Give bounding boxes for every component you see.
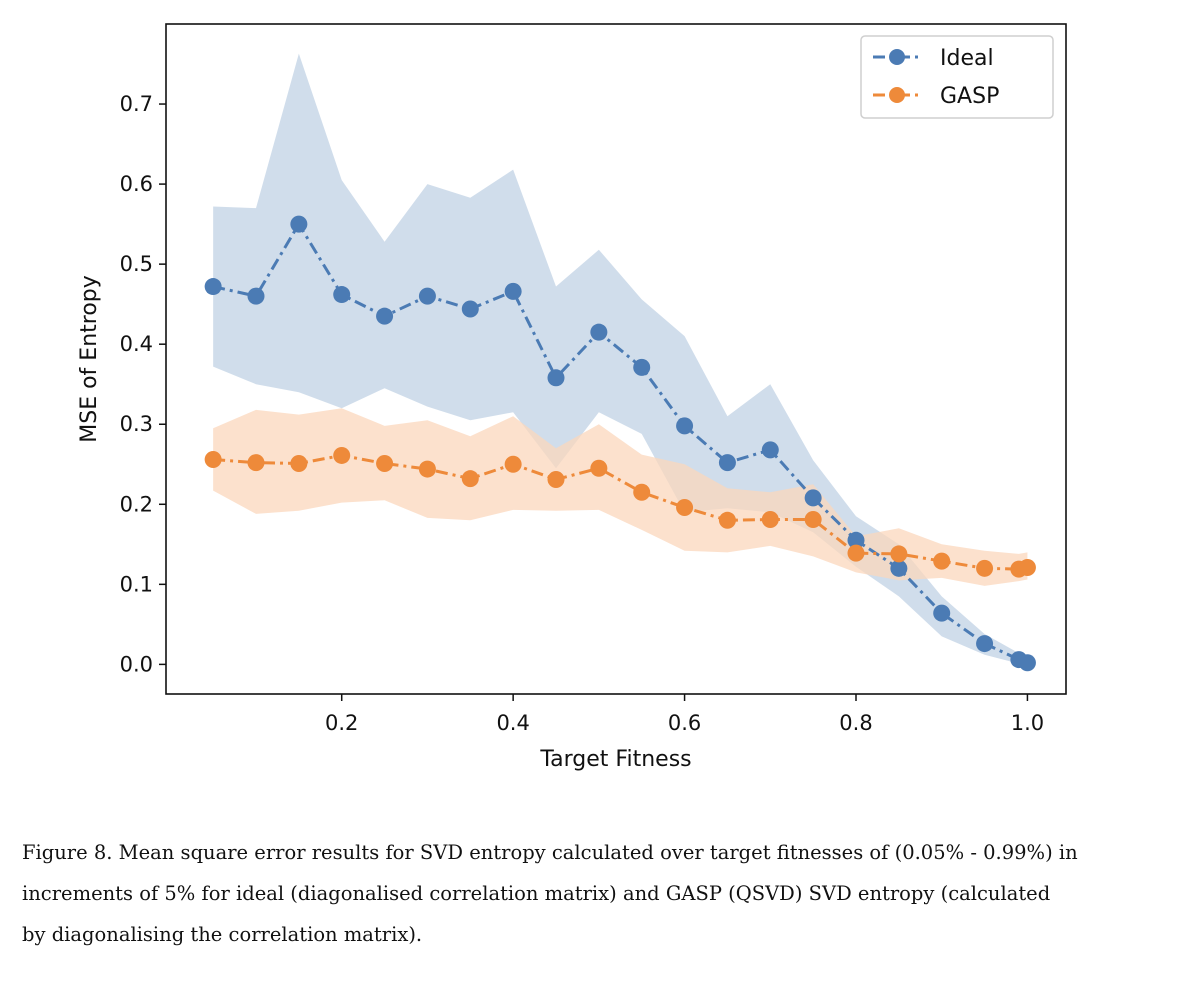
ideal-point bbox=[590, 323, 608, 341]
gasp-point bbox=[890, 545, 908, 563]
ideal-point bbox=[1018, 654, 1036, 672]
y-tick-label: 0.5 bbox=[120, 252, 153, 276]
confidence-bands bbox=[213, 53, 1028, 665]
gasp-point bbox=[461, 470, 479, 488]
ideal-point bbox=[247, 287, 265, 305]
ideal-point bbox=[890, 559, 908, 577]
gasp-point bbox=[290, 454, 308, 472]
gasp-point bbox=[1018, 559, 1036, 577]
y-tick-label: 0.3 bbox=[120, 412, 153, 436]
ideal-point bbox=[204, 278, 222, 296]
gasp-point bbox=[590, 459, 608, 477]
x-axis-label: Target Fitness bbox=[539, 747, 691, 772]
gasp-point bbox=[376, 454, 394, 472]
ideal-point bbox=[547, 369, 565, 387]
ideal-point bbox=[333, 286, 351, 304]
gasp-point bbox=[247, 454, 265, 472]
legend: Ideal GASP bbox=[860, 35, 1054, 119]
ideal-point bbox=[633, 358, 651, 376]
x-tick-label: 0.6 bbox=[668, 711, 701, 735]
legend-gasp-label: GASP bbox=[940, 84, 999, 109]
ideal-point bbox=[718, 454, 736, 472]
gasp-point bbox=[761, 510, 779, 528]
ideal-point bbox=[933, 604, 951, 622]
y-tick-label: 0.2 bbox=[120, 492, 153, 516]
x-axis-ticks: 0.2 0.4 0.6 0.8 1.0 bbox=[325, 694, 1044, 735]
ideal-point bbox=[376, 307, 394, 325]
y-tick-label: 0.7 bbox=[120, 92, 153, 116]
gasp-point bbox=[204, 450, 222, 468]
series-markers bbox=[204, 215, 1036, 672]
y-tick-label: 0.6 bbox=[120, 172, 153, 196]
x-tick-label: 0.4 bbox=[496, 711, 529, 735]
gasp-point bbox=[504, 455, 522, 473]
plot-frame bbox=[165, 23, 1067, 695]
figure-caption: Figure 8. Mean square error results for … bbox=[22, 832, 1187, 955]
y-tick-label: 0.1 bbox=[120, 572, 153, 596]
y-axis-label: MSE of Entropy bbox=[77, 275, 102, 443]
legend-gasp-marker bbox=[889, 87, 905, 103]
caption-line: increments of 5% for ideal (diagonalised… bbox=[22, 882, 1051, 905]
ideal-point bbox=[676, 417, 694, 435]
x-tick-label: 0.2 bbox=[325, 711, 358, 735]
gasp-point bbox=[847, 544, 865, 562]
x-tick-label: 0.8 bbox=[839, 711, 872, 735]
gasp-point bbox=[804, 510, 822, 528]
gasp-point bbox=[676, 498, 694, 516]
gasp-point bbox=[418, 460, 436, 478]
gasp-point bbox=[547, 470, 565, 488]
legend-ideal-marker bbox=[889, 49, 905, 65]
gasp-point bbox=[976, 559, 994, 577]
legend-ideal-label: Ideal bbox=[940, 46, 994, 71]
caption-line: Figure 8. Mean square error results for … bbox=[22, 841, 1078, 864]
gasp-point bbox=[933, 552, 951, 570]
caption-line: by diagonalising the correlation matrix)… bbox=[22, 923, 423, 946]
ideal-point bbox=[290, 215, 308, 233]
ideal-point bbox=[761, 441, 779, 459]
ideal-point bbox=[804, 489, 822, 507]
gasp-point bbox=[333, 446, 351, 464]
entropy-mse-chart: 0.2 0.4 0.6 0.8 1.0 0.0 0.1 0.2 0.3 0.4 0.5 0.6 0.7… bbox=[77, 23, 1067, 772]
ideal-point bbox=[847, 531, 865, 549]
x-tick-label: 1.0 bbox=[1011, 711, 1044, 735]
y-tick-label: 0.4 bbox=[120, 332, 153, 356]
gasp-point bbox=[633, 483, 651, 501]
y-tick-label: 0.0 bbox=[120, 652, 153, 676]
ideal-point bbox=[976, 635, 994, 653]
y-axis-ticks: 0.0 0.1 0.2 0.3 0.4 0.5 0.6 0.7 bbox=[120, 92, 166, 676]
gasp-point bbox=[718, 511, 736, 529]
ideal-point bbox=[504, 282, 522, 300]
ideal-point bbox=[418, 287, 436, 305]
ideal-point bbox=[461, 300, 479, 318]
gasp-confidence-band bbox=[213, 408, 1028, 586]
